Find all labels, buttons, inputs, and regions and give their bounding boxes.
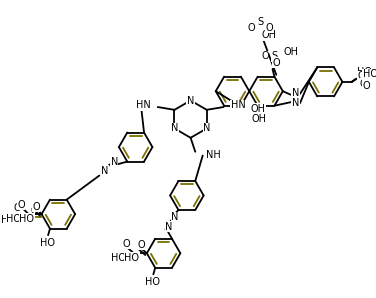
Text: N: N (101, 166, 109, 176)
Text: O: O (266, 23, 274, 33)
Text: HO: HO (363, 69, 376, 80)
Text: O: O (123, 239, 130, 249)
Text: OH: OH (250, 104, 265, 114)
Text: S: S (271, 51, 277, 61)
Text: OH: OH (261, 30, 276, 40)
Text: N: N (171, 123, 178, 134)
Text: O: O (14, 203, 21, 212)
Text: HO: HO (357, 67, 372, 77)
Text: OH: OH (284, 47, 299, 58)
Text: HN: HN (231, 100, 246, 110)
Text: O: O (32, 202, 40, 212)
Text: OH: OH (251, 114, 266, 124)
Text: HN: HN (135, 100, 150, 110)
Text: N: N (292, 88, 299, 98)
Text: NH: NH (206, 150, 220, 160)
Text: N: N (165, 222, 173, 232)
Text: HO: HO (19, 214, 34, 224)
Text: HO: HO (0, 215, 15, 225)
Text: O: O (261, 51, 269, 61)
Text: S: S (258, 17, 264, 27)
Text: O: O (363, 80, 370, 91)
Text: O: O (359, 79, 367, 89)
Text: HO: HO (40, 238, 55, 248)
Text: HO: HO (111, 253, 126, 263)
Text: HO: HO (145, 277, 160, 287)
Text: N: N (187, 96, 194, 105)
Text: O: O (247, 23, 255, 33)
Text: N: N (203, 123, 211, 134)
Text: HO: HO (124, 253, 139, 263)
Text: N: N (292, 98, 299, 108)
Text: C: C (31, 206, 38, 216)
Text: HO: HO (6, 214, 21, 224)
Text: N: N (111, 156, 118, 167)
Text: O: O (138, 240, 145, 250)
Text: N: N (171, 212, 179, 223)
Text: O: O (273, 58, 280, 68)
Text: O: O (357, 71, 365, 81)
Text: OH: OH (252, 115, 267, 125)
Text: O: O (17, 200, 25, 210)
